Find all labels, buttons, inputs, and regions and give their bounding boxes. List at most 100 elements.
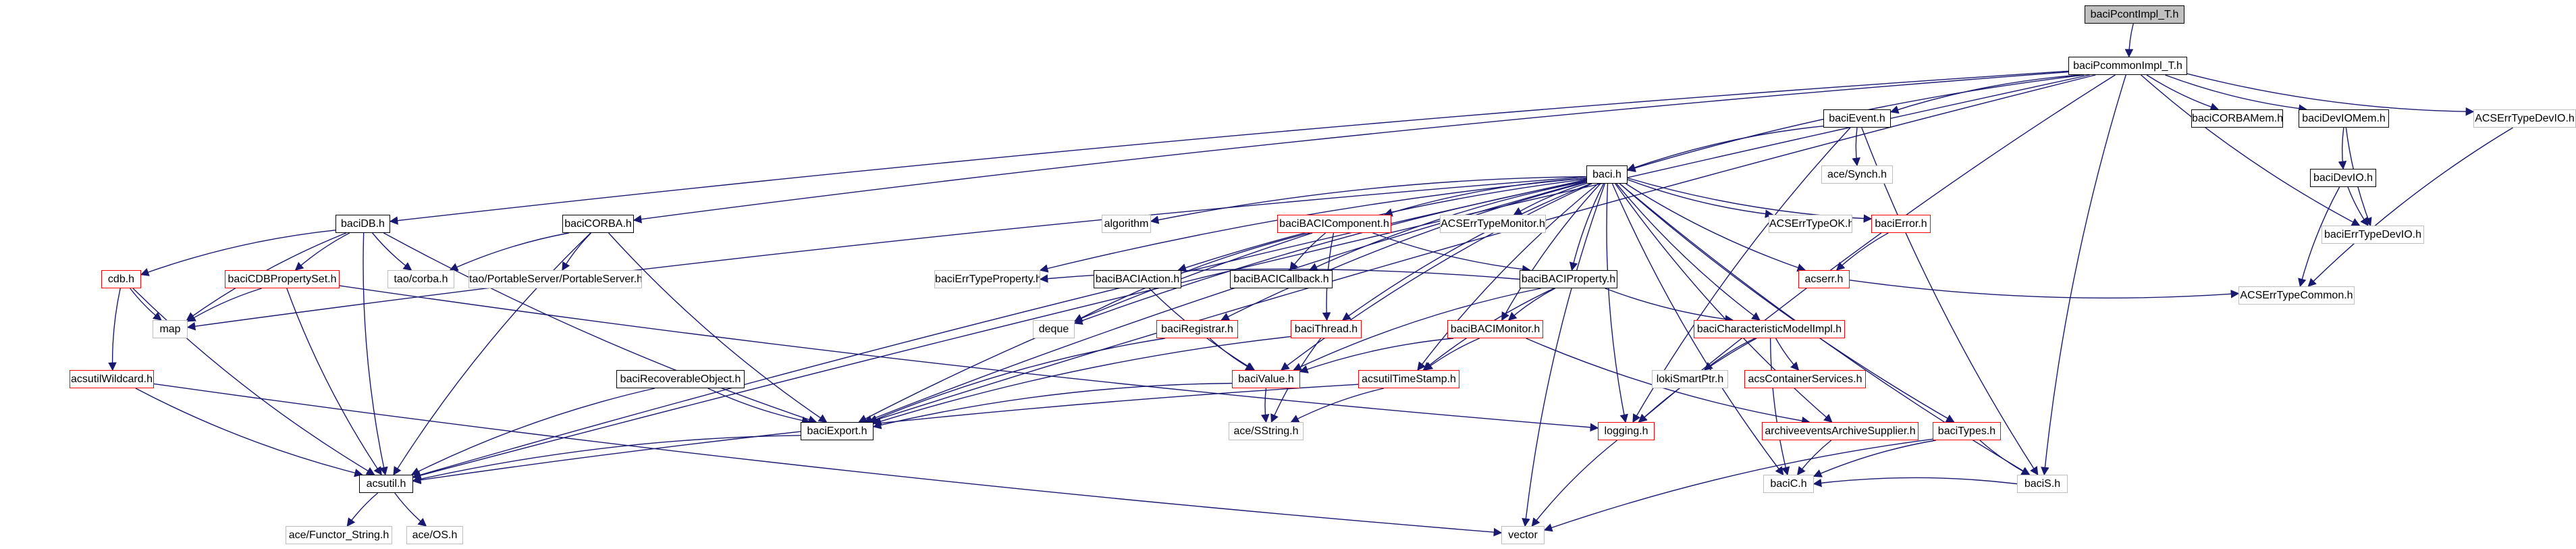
graph-node-deviomem[interactable]: baciDevIOMem.h	[2299, 109, 2389, 128]
edge-baci-to-acsutil	[412, 179, 1587, 479]
edge-pcommon-to-bacicorba	[633, 71, 2069, 224]
graph-node-bacierrtypeproperty[interactable]: baciErrTypeProperty.h	[934, 270, 1040, 288]
edge-acsutil-to-functor	[346, 492, 379, 527]
edge-bacicorba-to-taocorba	[449, 232, 569, 271]
edge-baci-to-archive	[1615, 183, 1833, 423]
edge-baci-to-bacic	[1611, 183, 1784, 476]
graph-node-corbamem[interactable]: baciCORBAMem.h	[2191, 109, 2283, 128]
graph-node-charmodel[interactable]: baciCharacteristicModelImpl.h	[1694, 320, 1845, 338]
edge-bacidb-to-cdb	[140, 230, 336, 276]
graph-node-algorithm[interactable]: algorithm	[1102, 215, 1151, 233]
edge-event-to-acesynch	[1852, 127, 1860, 167]
graph-node-wildcard[interactable]: acsutilWildcard.h	[70, 370, 154, 388]
graph-node-types[interactable]: baciTypes.h	[1933, 422, 2001, 440]
edge-bacicomponent-to-export	[858, 232, 1313, 423]
edge-types-to-bacis	[1979, 440, 2031, 475]
graph-node-containerservices[interactable]: acsContainerServices.h	[1744, 370, 1866, 388]
edge-baci-to-thread	[1341, 183, 1591, 321]
edge-cdb-to-map	[130, 288, 162, 321]
graph-node-acesynch[interactable]: ace/Synch.h	[1821, 165, 1893, 184]
edge-monitor-to-timestamp	[1424, 338, 1480, 371]
graph-node-acserrtypedevio[interactable]: ACSErrTypeDevIO.h	[2473, 109, 2576, 128]
edge-baci-to-acserrtypemonitor	[1513, 183, 1587, 215]
graph-node-functor[interactable]: ace/Functor_String.h	[286, 526, 392, 544]
edge-types-to-vector	[1543, 438, 1933, 532]
graph-node-event[interactable]: baciEvent.h	[1823, 109, 1891, 128]
edge-bacidb-to-acsutil	[363, 232, 388, 476]
edge-value-to-export	[872, 382, 1233, 429]
edge-baci-to-logging	[1606, 183, 1628, 423]
graph-node-baciproperty[interactable]: baciBACIProperty.h	[1520, 270, 1617, 288]
edge-monitor-to-archive	[1526, 338, 1810, 425]
graph-node-archive[interactable]: archiveeventsArchiveSupplier.h	[1762, 422, 1918, 440]
graph-node-bacicallback[interactable]: baciBACICallback.h	[1230, 270, 1333, 288]
edge-pcommon-to-corbamem	[2146, 74, 2220, 111]
edge-bacidevio-to-bacierrtypedevio	[2347, 186, 2369, 227]
edge-recoverable-to-acsutil	[410, 388, 655, 475]
graph-node-export[interactable]: baciExport.h	[801, 422, 874, 440]
graph-node-pcommon[interactable]: baciPcommonImpl_T.h	[2068, 57, 2187, 75]
graph-node-acserr[interactable]: acserr.h	[1798, 270, 1850, 288]
graph-node-cdbpropertyset[interactable]: baciCDBPropertySet.h	[225, 270, 340, 288]
graph-node-deque[interactable]: deque	[1033, 320, 1075, 338]
graph-node-acserrtypemonitor[interactable]: ACSErrTypeMonitor.h	[1440, 215, 1546, 233]
graph-node-baciaction[interactable]: baciBACIAction.h	[1094, 270, 1181, 288]
graph-node-bacidevio[interactable]: baciDevIO.h	[2310, 169, 2376, 187]
edge-baci-to-monitor	[1501, 183, 1601, 321]
edge-cdb-to-wildcard	[108, 288, 121, 371]
edge-baci-to-export	[863, 180, 1587, 423]
graph-node-bacicorba[interactable]: baciCORBA.h	[562, 215, 634, 233]
edge-timestamp-to-acsutil	[412, 384, 1359, 485]
edge-pcommon-to-acserrtypedevio	[2186, 73, 2475, 116]
edge-bacicomponent-to-bacicallback	[1289, 232, 1326, 271]
graph-node-vector[interactable]: vector	[1501, 526, 1545, 544]
edge-pcommon-to-bacis	[2041, 74, 2126, 476]
edge-deviomem-to-bacidevio	[2338, 127, 2347, 170]
graph-node-map[interactable]: map	[153, 320, 188, 338]
graph-node-taoportable[interactable]: tao/PortableServer/PortableServer.h	[468, 270, 642, 288]
edge-bacidb-to-export	[383, 232, 817, 424]
graph-node-bacidb[interactable]: baciDB.h	[336, 215, 390, 233]
edge-event-to-baci	[1626, 126, 1824, 172]
edge-baci-to-bacierror	[1627, 177, 1873, 223]
graph-node-bacis[interactable]: baciS.h	[2017, 475, 2068, 493]
graph-node-registrar[interactable]: baciRegistrar.h	[1156, 320, 1238, 338]
edge-baci-to-vector	[1522, 183, 1606, 527]
graph-node-loki[interactable]: lokiSmartPtr.h	[1652, 370, 1728, 388]
graph-node-logging[interactable]: logging.h	[1598, 422, 1655, 440]
edge-charmodel-to-containerservices	[1775, 338, 1800, 371]
edge-bacis-to-bacic	[1813, 477, 2018, 488]
edge-acserrtypedevio-to-acserrtypecommon	[2307, 127, 2513, 287]
edge-baci-to-timestamp	[1417, 183, 1599, 371]
graph-node-monitor[interactable]: baciBACIMonitor.h	[1447, 320, 1543, 338]
edge-pcommon-to-deviomem	[2165, 74, 2307, 113]
edge-monitor-to-value	[1299, 338, 1454, 373]
edge-bacierror-to-acserr	[1835, 232, 1889, 271]
graph-node-bacicomponent[interactable]: baciBACIComponent.h	[1277, 215, 1391, 233]
edge-timestamp-to-sstring	[1290, 388, 1385, 423]
edge-registrar-to-export	[868, 338, 1165, 423]
edge-baci-to-types	[1619, 183, 1955, 423]
graph-node-aceos[interactable]: ace/OS.h	[406, 526, 463, 544]
graph-node-recoverable[interactable]: baciRecoverableObject.h	[616, 370, 745, 388]
edge-baci-to-acserrtypeok	[1627, 179, 1774, 218]
graph-node-acsutil[interactable]: acsutil.h	[359, 475, 413, 493]
graph-node-acserrtypecommon[interactable]: ACSErrTypeCommon.h	[2238, 286, 2355, 305]
graph-node-taocorba[interactable]: tao/corba.h	[387, 270, 454, 288]
graph-node-timestamp[interactable]: acsutilTimeStamp.h	[1358, 370, 1459, 388]
graph-node-pcont[interactable]: baciPcontImpl_T.h	[2085, 5, 2184, 24]
edge-recoverable-to-export	[707, 388, 811, 425]
graph-node-baci[interactable]: baci.h	[1586, 165, 1628, 184]
graph-node-bacierrtypedevio[interactable]: baciErrTypeDevIO.h	[2322, 226, 2424, 244]
edge-bacicorba-to-taoportable	[562, 232, 592, 271]
graph-node-cdb[interactable]: cdb.h	[101, 270, 141, 288]
graph-node-value[interactable]: baciValue.h	[1232, 370, 1300, 388]
edge-pcommon-to-event	[1889, 74, 2081, 114]
graph-node-bacierror[interactable]: baciError.h	[1871, 215, 1931, 233]
graph-node-thread[interactable]: baciThread.h	[1291, 320, 1362, 338]
edge-baci-to-baciproperty	[1569, 183, 1605, 271]
graph-node-sstring[interactable]: ace/SString.h	[1229, 422, 1304, 440]
edge-pcommon-to-bacierrtypedevio	[2141, 74, 2361, 226]
graph-node-bacic[interactable]: baciC.h	[1763, 475, 1814, 493]
graph-node-acserrtypeok[interactable]: ACSErrTypeOK.h	[1769, 215, 1852, 233]
